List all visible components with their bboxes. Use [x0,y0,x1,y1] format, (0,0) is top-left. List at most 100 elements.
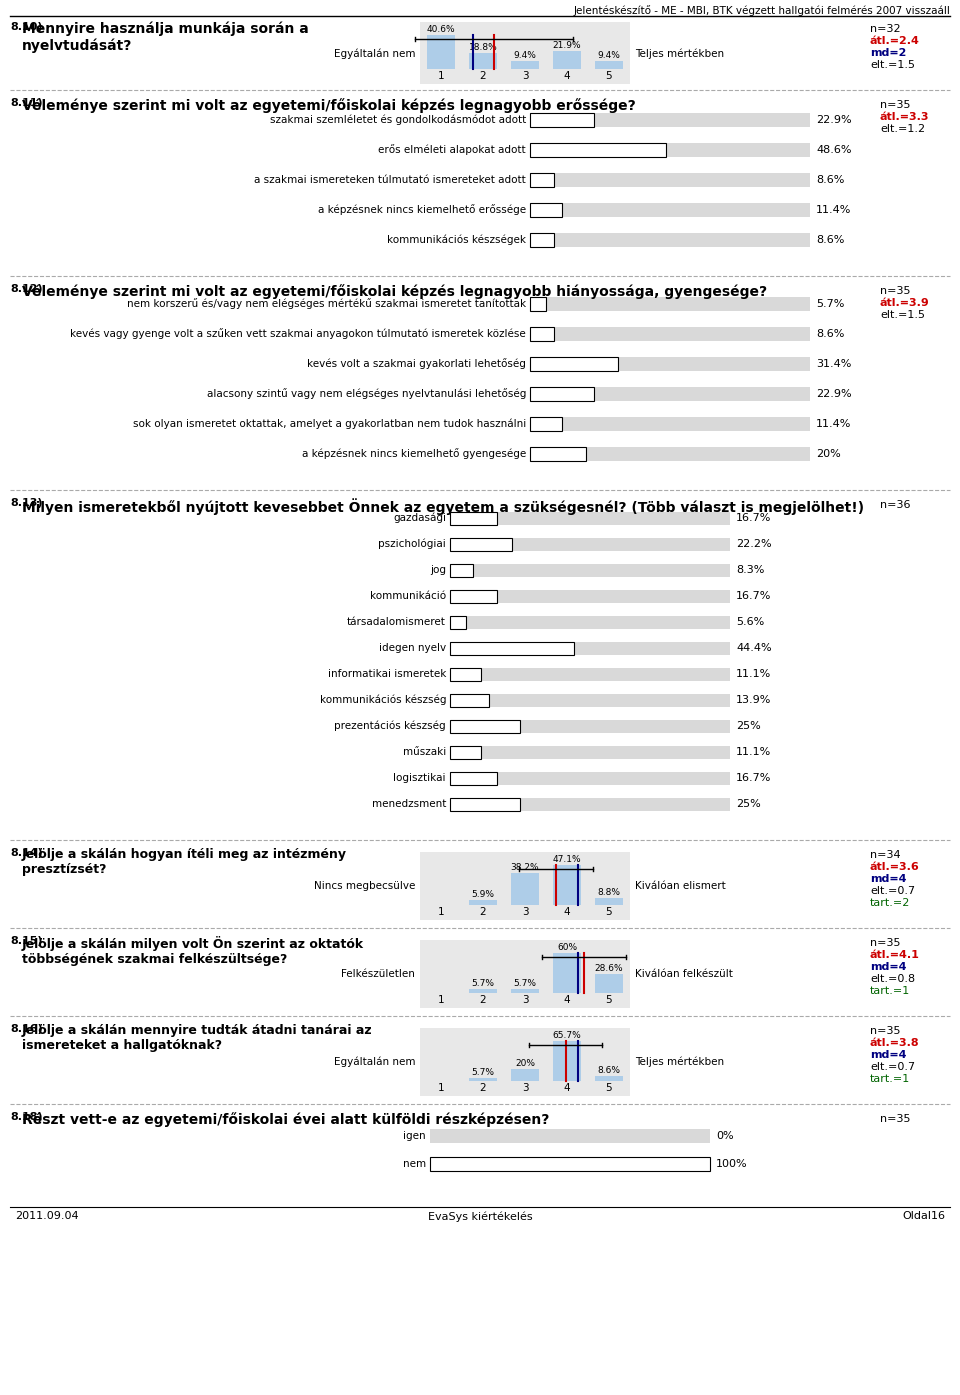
Bar [530,326,554,340]
Bar [450,642,574,654]
Bar [530,386,810,400]
Text: 31.4%: 31.4% [816,359,852,370]
Bar [420,1028,630,1096]
Text: átl.=2.4: átl.=2.4 [870,36,920,46]
Bar [530,144,666,158]
Text: elt.=1.5: elt.=1.5 [880,310,925,319]
Text: 2: 2 [480,71,487,81]
Text: elt.=0.7: elt.=0.7 [870,1062,915,1071]
Bar [420,940,630,1009]
Text: szakmai szemléletet és gondolkodásmódot adott: szakmai szemléletet és gondolkodásmódot … [270,114,526,126]
Bar [530,144,810,158]
Bar [530,204,810,218]
Text: n=35: n=35 [870,937,900,949]
Text: 11.1%: 11.1% [736,746,771,757]
Text: alacsony szintű vagy nem elégséges nyelvtanulási lehetőség: alacsony szintű vagy nem elégséges nyelv… [206,389,526,399]
Text: 48.6%: 48.6% [816,145,852,155]
Text: informatikai ismeretek: informatikai ismeretek [327,670,446,679]
Bar [530,113,594,127]
Bar [450,693,730,706]
Text: 8.8%: 8.8% [597,887,620,897]
Text: 8.15): 8.15) [10,936,42,946]
Text: 2: 2 [480,907,487,917]
Text: átl.=3.9: átl.=3.9 [880,299,929,308]
Text: 16.7%: 16.7% [736,773,772,783]
Bar [530,233,554,247]
Text: tart.=1: tart.=1 [870,1074,910,1084]
Text: kommunikációs készségek: kommunikációs készségek [387,234,526,246]
Text: Véleménye szerint mi volt az egyetemi/főiskolai képzés legnagyobb erőssége?: Véleménye szerint mi volt az egyetemi/fő… [22,98,636,113]
Text: nem: nem [403,1159,426,1169]
Bar [595,61,623,68]
Text: 18.8%: 18.8% [468,43,497,52]
Text: 13.9%: 13.9% [736,695,772,704]
Text: elt.=0.7: elt.=0.7 [870,886,915,896]
Text: prezentációs készség: prezentációs készség [334,721,446,731]
Text: 40.6%: 40.6% [426,25,455,33]
Text: Egyáltalán nem: Egyáltalán nem [333,49,415,59]
Text: Oldal16: Oldal16 [902,1211,945,1221]
Text: 5.9%: 5.9% [471,890,494,898]
Bar [530,386,594,400]
Text: elt.=0.8: elt.=0.8 [870,974,915,983]
Bar [450,667,481,681]
Text: 28.6%: 28.6% [594,964,623,972]
Text: n=36: n=36 [880,499,910,511]
Text: 1: 1 [438,71,444,81]
Text: n=35: n=35 [880,100,910,110]
Text: n=35: n=35 [880,1115,910,1124]
Text: Jelentéskészítő - ME - MBI, BTK végzett hallgatói felmérés 2007 visszaáll: Jelentéskészítő - ME - MBI, BTK végzett … [573,6,950,15]
Text: 21.9%: 21.9% [553,40,582,50]
Text: elt.=1.2: elt.=1.2 [880,124,925,134]
Text: Nincs megbecsülve: Nincs megbecsülve [314,882,415,891]
Text: Véleménye szerint mi volt az egyetemi/főiskolai képzés legnagyobb hiányossága, g: Véleménye szerint mi volt az egyetemi/fő… [22,285,767,299]
Text: Felkészületlen: Felkészületlen [341,970,415,979]
Bar [530,204,562,218]
Text: 5: 5 [606,995,612,1004]
Text: 5.7%: 5.7% [471,979,494,988]
Text: átl.=3.6: átl.=3.6 [870,862,920,872]
Text: Mennyire használja munkája során a
nyelvtudását?: Mennyire használja munkája során a nyelv… [22,22,309,53]
Text: 8.6%: 8.6% [816,174,845,186]
Bar [450,512,730,525]
Text: kevés vagy gyenge volt a szűken vett szakmai anyagokon túlmutató ismeretek közlé: kevés vagy gyenge volt a szűken vett sza… [70,328,526,339]
Bar [450,720,520,732]
Text: 5.7%: 5.7% [514,979,537,988]
Text: Kiválóan elismert: Kiválóan elismert [635,882,726,891]
Bar [450,564,730,576]
Bar [427,35,455,68]
Text: 4: 4 [564,71,570,81]
Bar [450,798,520,810]
Text: Jelölje a skálán milyen volt Ön szerint az oktatók
többségének szakmai felkészül: Jelölje a skálán milyen volt Ön szerint … [22,936,364,965]
Text: igen: igen [403,1131,426,1141]
Bar [553,50,581,68]
Text: 100%: 100% [716,1159,748,1169]
Text: Részt vett-e az egyetemi/főiskolai évei alatt külföldi részképzésen?: Részt vett-e az egyetemi/főiskolai évei … [22,1112,549,1127]
Text: Egyáltalán nem: Egyáltalán nem [333,1057,415,1067]
Bar [420,852,630,919]
Text: 8.6%: 8.6% [816,329,845,339]
Bar [530,113,810,127]
Text: 16.7%: 16.7% [736,591,772,601]
Text: 9.4%: 9.4% [514,52,537,60]
Text: 38.2%: 38.2% [511,862,540,872]
Text: 8.13): 8.13) [10,498,42,508]
Bar [512,872,539,905]
Bar [450,667,730,681]
Text: sok olyan ismeretet oktattak, amelyet a gyakorlatban nem tudok használni: sok olyan ismeretet oktattak, amelyet a … [132,418,526,430]
Bar [469,989,496,993]
Bar [450,615,466,629]
Bar [469,53,496,68]
Bar [530,446,810,460]
Text: 2: 2 [480,1083,487,1094]
Text: kommunikáció: kommunikáció [370,591,446,601]
Text: műszaki: műszaki [403,746,446,757]
Bar [530,446,586,460]
Bar [512,989,539,993]
Bar [430,1129,710,1143]
Bar [430,1156,710,1170]
Text: 4: 4 [564,907,570,917]
Bar [450,537,730,551]
Text: 5: 5 [606,1083,612,1094]
Bar [450,564,473,576]
